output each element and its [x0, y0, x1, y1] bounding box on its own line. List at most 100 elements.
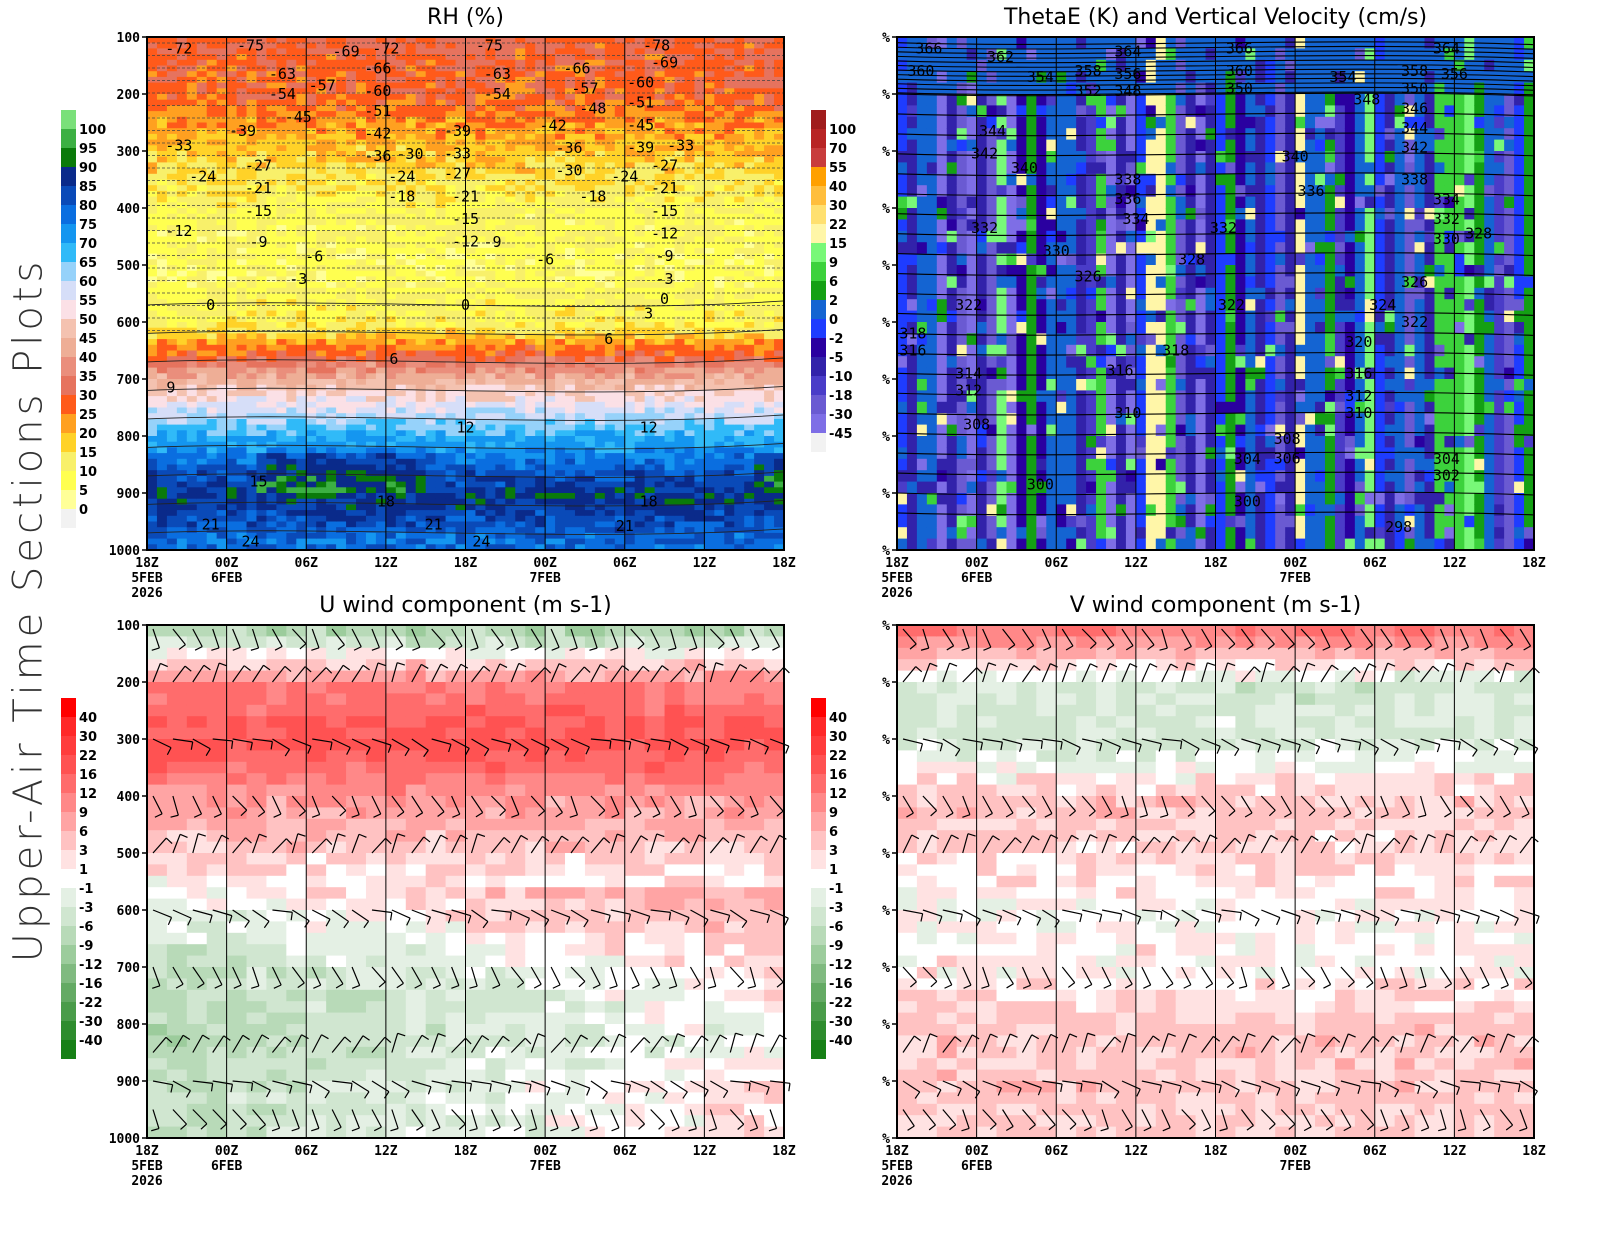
field-cell	[624, 42, 636, 49]
field-cell	[445, 373, 457, 380]
field-cell	[336, 464, 347, 471]
field-cell	[296, 333, 307, 340]
field-cell	[455, 327, 466, 334]
field-cell	[425, 94, 437, 101]
field-cell	[584, 510, 596, 517]
field-cell	[296, 327, 307, 334]
field-cell	[365, 37, 377, 44]
field-cell	[545, 361, 556, 369]
field-cell	[614, 259, 626, 266]
field-cell	[236, 447, 248, 454]
field-cell	[147, 54, 158, 61]
field-cell	[316, 532, 327, 540]
field-cell	[525, 538, 536, 545]
field-cell	[395, 487, 407, 494]
field-cell	[336, 162, 347, 169]
field-cell	[326, 59, 337, 66]
field-cell	[405, 310, 417, 317]
field-cell	[236, 253, 248, 260]
field-cell	[425, 242, 437, 249]
field-cell	[256, 538, 267, 545]
field-cell	[594, 333, 606, 340]
field-cell	[316, 54, 327, 61]
field-cell	[266, 105, 277, 112]
field-cell	[485, 510, 496, 517]
field-cell	[166, 532, 178, 540]
field-cell	[276, 202, 287, 209]
field-cell	[186, 344, 198, 351]
field-cell	[555, 270, 566, 277]
field-cell	[346, 219, 357, 226]
field-cell	[654, 247, 666, 255]
field-cell	[425, 538, 437, 545]
field-cell	[236, 54, 248, 61]
field-cell	[674, 111, 685, 118]
field-cell	[286, 111, 297, 118]
field-cell	[346, 493, 357, 500]
field-cell	[147, 276, 158, 283]
field-cell	[475, 173, 486, 180]
field-cell	[614, 356, 626, 363]
field-cell	[346, 42, 357, 49]
field-cell	[336, 515, 347, 522]
field-cell	[664, 475, 676, 483]
field-cell	[266, 407, 277, 414]
field-cell	[276, 436, 287, 443]
field-cell	[346, 470, 357, 477]
field-cell	[485, 48, 496, 55]
field-cell	[296, 493, 307, 500]
field-cell	[485, 538, 496, 545]
field-cell	[584, 333, 596, 340]
field-cell	[246, 333, 257, 340]
field-cell	[495, 122, 506, 129]
field-cell	[256, 344, 267, 351]
field-cell	[445, 350, 457, 357]
field-cell	[545, 276, 556, 283]
field-cell	[365, 151, 377, 158]
field-cell	[445, 384, 457, 391]
field-cell	[654, 407, 666, 414]
field-cell	[385, 521, 397, 528]
field-cell	[196, 441, 208, 448]
field-cell	[664, 259, 676, 266]
field-cell	[614, 481, 626, 488]
field-cell	[545, 185, 556, 192]
field-cell	[485, 487, 496, 494]
field-cell	[674, 116, 685, 123]
field-cell	[286, 37, 297, 44]
field-cell	[604, 116, 616, 123]
field-cell	[555, 37, 566, 44]
field-cell	[206, 282, 218, 289]
field-cell	[375, 139, 387, 146]
field-cell	[405, 270, 417, 277]
field-cell	[346, 447, 357, 454]
field-cell	[584, 270, 596, 277]
field-cell	[356, 339, 367, 346]
field-cell	[435, 54, 447, 61]
field-cell	[624, 373, 636, 380]
field-cell	[644, 401, 656, 408]
field-cell	[405, 105, 417, 112]
field-cell	[316, 413, 327, 420]
field-cell	[664, 441, 676, 448]
field-cell	[336, 407, 347, 414]
field-cell	[664, 384, 676, 391]
field-cell	[176, 242, 188, 249]
field-cell	[226, 498, 238, 505]
field-cell	[286, 276, 297, 283]
field-cell	[535, 71, 546, 78]
field-cell	[196, 447, 208, 454]
field-cell	[684, 379, 695, 386]
field-cell	[584, 219, 596, 226]
field-cell	[465, 236, 476, 243]
field-cell	[156, 133, 168, 141]
field-cell	[555, 544, 566, 551]
field-cell	[236, 59, 248, 66]
field-cell	[147, 475, 158, 483]
field-cell	[176, 424, 188, 431]
field-cell	[525, 116, 536, 123]
field-cell	[196, 151, 208, 158]
field-cell	[604, 76, 616, 84]
field-cell	[316, 99, 327, 106]
field-cell	[176, 544, 188, 551]
